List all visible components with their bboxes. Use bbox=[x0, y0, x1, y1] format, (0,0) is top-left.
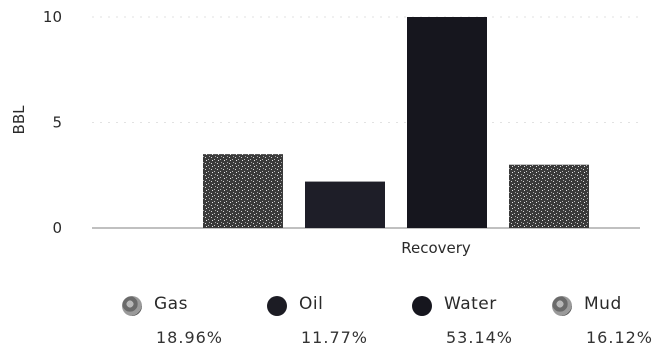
y-tick-label: 5 bbox=[52, 114, 62, 132]
legend-item-water: Water 53.14% bbox=[412, 290, 562, 350]
bar-mud bbox=[509, 164, 589, 228]
legend-label: Mud bbox=[584, 294, 622, 314]
bar-oil bbox=[305, 181, 385, 228]
bars bbox=[203, 17, 589, 228]
legend-percent: 18.96% bbox=[156, 328, 224, 347]
legend-label: Gas bbox=[154, 294, 188, 314]
y-axis-label: BBL bbox=[10, 105, 28, 135]
legend-percent: 16.12% bbox=[586, 328, 654, 347]
legend-swatch bbox=[267, 296, 287, 316]
legend-percent: 11.77% bbox=[301, 328, 369, 347]
bar-chart: 0 5 10 BBL Recovery bbox=[10, 8, 640, 257]
bar-gas bbox=[203, 154, 283, 228]
legend-item-mud: Mud 16.12% bbox=[552, 290, 668, 350]
legend: Gas 18.96% Oil 11.77% Water 53.14% Mud 16.12% bbox=[0, 290, 668, 350]
x-axis-label: Recovery bbox=[401, 239, 471, 257]
bar-water bbox=[407, 17, 487, 228]
y-tick-label: 10 bbox=[43, 8, 62, 26]
legend-label: Water bbox=[444, 294, 497, 314]
legend-item-oil: Oil 11.77% bbox=[267, 290, 417, 350]
legend-item-gas: Gas 18.96% bbox=[122, 290, 272, 350]
y-tick-label: 0 bbox=[52, 219, 62, 237]
y-axis-ticks: 0 5 10 bbox=[43, 8, 62, 237]
legend-swatch bbox=[412, 296, 432, 316]
legend-label: Oil bbox=[299, 294, 324, 314]
legend-swatch bbox=[122, 296, 142, 316]
legend-swatch bbox=[552, 296, 572, 316]
legend-percent: 53.14% bbox=[446, 328, 514, 347]
